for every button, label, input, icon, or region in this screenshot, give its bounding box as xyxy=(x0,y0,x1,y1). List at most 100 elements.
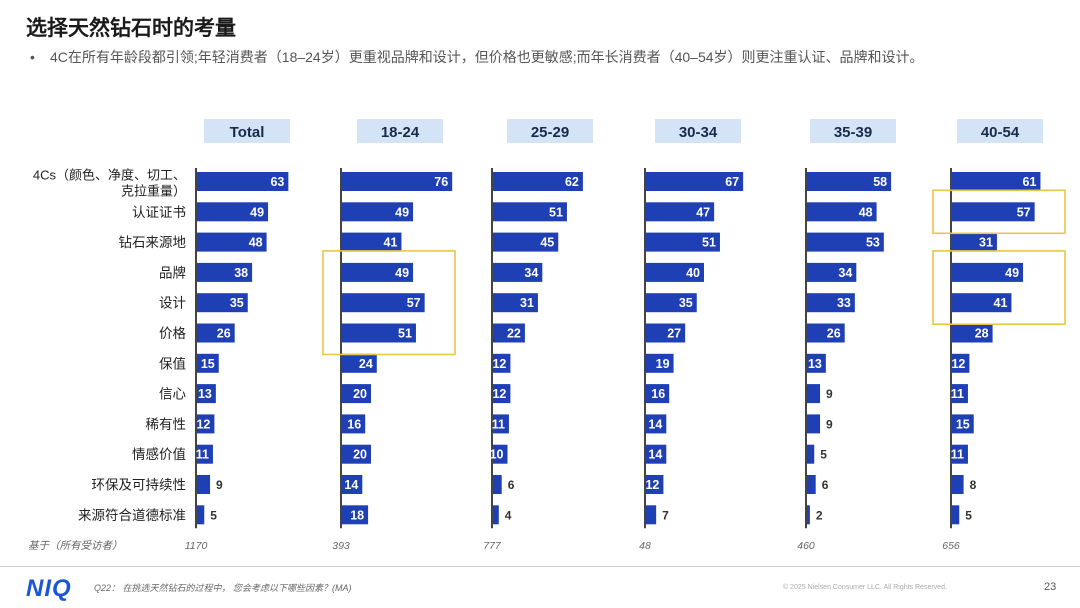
bar xyxy=(952,505,960,525)
data-label: 51 xyxy=(398,327,412,341)
bar xyxy=(646,323,686,343)
bar xyxy=(952,293,1012,313)
bar xyxy=(646,232,720,252)
bar xyxy=(342,505,369,525)
question-note: Q22： 在挑选天然钻石的过程中， 您会考虑以下哪些因素？(MA) xyxy=(94,583,352,593)
category-label: 保值 xyxy=(159,356,186,371)
data-label: 9 xyxy=(216,478,223,492)
bar xyxy=(197,444,213,464)
data-label: 11 xyxy=(951,448,964,462)
bar xyxy=(342,384,371,404)
base-count: 48 xyxy=(639,540,651,552)
bar xyxy=(197,202,269,222)
base-count: 460 xyxy=(797,540,815,552)
bar xyxy=(646,414,667,434)
summary-bullet: • 4C在所有年龄段都引领;年轻消费者（18–24岁）更重视品牌和设计，但价格也… xyxy=(30,47,1060,68)
bar xyxy=(807,475,816,494)
data-label: 28 xyxy=(975,327,989,341)
bar xyxy=(342,293,425,313)
bar xyxy=(807,384,821,404)
bullet-dot: • xyxy=(30,49,35,65)
bar xyxy=(646,172,744,191)
data-label: 10 xyxy=(490,448,504,462)
category-label: 克拉重量） xyxy=(121,184,186,199)
data-label: 9 xyxy=(826,417,833,431)
data-label: 24 xyxy=(359,357,373,371)
footer-divider xyxy=(0,566,1080,567)
data-label: 48 xyxy=(859,205,873,219)
category-label: 稀有性 xyxy=(146,417,187,432)
data-label: 51 xyxy=(702,236,716,250)
data-label: 12 xyxy=(492,357,506,371)
data-label: 63 xyxy=(270,175,284,189)
bar xyxy=(807,232,884,252)
data-label: 6 xyxy=(822,478,829,492)
bar xyxy=(952,475,964,494)
bar xyxy=(646,202,715,222)
data-label: 9 xyxy=(826,387,833,401)
bar xyxy=(952,353,970,373)
data-label: 12 xyxy=(951,357,965,371)
data-label: 15 xyxy=(956,417,970,431)
data-label: 14 xyxy=(344,478,358,492)
base-count: 777 xyxy=(483,540,502,552)
bar xyxy=(807,293,855,313)
data-label: 49 xyxy=(395,266,409,280)
data-label: 16 xyxy=(347,417,361,431)
bar xyxy=(197,262,253,282)
series-header: 30-34 xyxy=(679,124,718,141)
bar xyxy=(646,353,674,373)
data-label: 33 xyxy=(837,296,851,310)
bar xyxy=(493,505,499,525)
data-label: 2 xyxy=(816,508,823,522)
bar xyxy=(646,384,670,404)
category-label: 认证证书 xyxy=(132,205,186,220)
series-header: 18-24 xyxy=(381,124,420,141)
category-label: 设计 xyxy=(159,296,186,311)
data-label: 12 xyxy=(492,387,506,401)
bar xyxy=(342,262,414,282)
bar xyxy=(197,475,211,494)
series-header-bg xyxy=(957,119,1043,143)
bar xyxy=(807,505,810,525)
bar xyxy=(493,444,508,464)
series-header-bg xyxy=(507,119,593,143)
data-label: 49 xyxy=(250,205,264,219)
bar xyxy=(342,323,416,343)
data-label: 8 xyxy=(970,478,977,492)
bar xyxy=(807,353,826,373)
bar xyxy=(197,505,205,525)
series-header-bg xyxy=(810,119,896,143)
data-label: 48 xyxy=(249,236,263,250)
bar xyxy=(646,505,657,525)
data-label: 15 xyxy=(201,357,215,371)
data-label: 13 xyxy=(808,357,822,371)
data-label: 12 xyxy=(196,417,210,431)
data-label: 61 xyxy=(1023,175,1037,189)
bar xyxy=(493,353,511,373)
summary-text: 4C在所有年龄段都引领;年轻消费者（18–24岁）更重视品牌和设计，但价格也更敏… xyxy=(50,49,924,65)
category-label: 4Cs（颜色、净度、切工、 xyxy=(33,168,186,183)
bar xyxy=(342,444,371,464)
series-header: 40-54 xyxy=(981,124,1020,141)
data-label: 41 xyxy=(994,296,1008,310)
data-label: 49 xyxy=(1005,266,1019,280)
data-label: 35 xyxy=(230,296,244,310)
data-label: 49 xyxy=(395,205,409,219)
data-label: 47 xyxy=(696,205,710,219)
bar xyxy=(646,262,704,282)
bar-chart: 4Cs（颜色、净度、切工、克拉重量） 认证证书钻石来源地品牌设计价格保值信心稀有性… xyxy=(28,119,1066,552)
bar xyxy=(197,353,219,373)
category-label: 情感价值 xyxy=(132,446,186,462)
bar xyxy=(197,232,267,252)
category-label: 来源符合道德标准 xyxy=(78,508,186,523)
data-label: 22 xyxy=(507,327,521,341)
data-label: 14 xyxy=(648,448,662,462)
category-label: 价格 xyxy=(159,326,186,341)
base-count: 393 xyxy=(332,540,350,552)
data-label: 27 xyxy=(667,327,681,341)
highlight-box xyxy=(322,250,456,356)
data-label: 20 xyxy=(353,448,367,462)
data-label: 6 xyxy=(508,478,515,492)
bar xyxy=(807,172,892,191)
